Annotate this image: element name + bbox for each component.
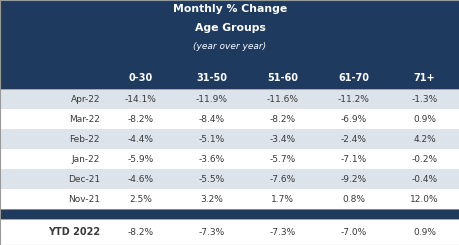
Text: -9.2%: -9.2%: [340, 174, 366, 184]
Text: Mar-22: Mar-22: [69, 114, 100, 123]
Text: YTD 2022: YTD 2022: [48, 227, 100, 237]
Text: 51-60: 51-60: [266, 73, 297, 83]
Text: -7.3%: -7.3%: [269, 228, 295, 236]
Text: -0.2%: -0.2%: [410, 155, 437, 163]
Text: -8.2%: -8.2%: [127, 228, 153, 236]
Text: -8.4%: -8.4%: [198, 114, 224, 123]
Text: -7.1%: -7.1%: [340, 155, 366, 163]
Text: 4.2%: 4.2%: [412, 135, 435, 144]
Text: 3.2%: 3.2%: [200, 195, 223, 204]
Text: Dec-21: Dec-21: [68, 174, 100, 184]
Text: 71+: 71+: [413, 73, 434, 83]
Text: -8.2%: -8.2%: [127, 114, 153, 123]
Text: -0.4%: -0.4%: [410, 174, 437, 184]
Text: Nov-21: Nov-21: [68, 195, 100, 204]
Text: 0.9%: 0.9%: [412, 228, 435, 236]
Text: Feb-22: Feb-22: [69, 135, 100, 144]
Text: 61-70: 61-70: [337, 73, 368, 83]
Text: -5.5%: -5.5%: [198, 174, 224, 184]
Text: -2.4%: -2.4%: [340, 135, 366, 144]
Text: -5.7%: -5.7%: [269, 155, 295, 163]
Text: -7.6%: -7.6%: [269, 174, 295, 184]
Text: -5.1%: -5.1%: [198, 135, 224, 144]
Bar: [0, 169, 459, 189]
Bar: [0, 129, 459, 149]
Text: Apr-22: Apr-22: [70, 95, 100, 103]
Text: -3.4%: -3.4%: [269, 135, 295, 144]
Bar: [0, 0, 459, 67]
Text: -4.6%: -4.6%: [127, 174, 153, 184]
Text: 2.5%: 2.5%: [129, 195, 151, 204]
Text: -3.6%: -3.6%: [198, 155, 224, 163]
Text: -6.9%: -6.9%: [340, 114, 366, 123]
Text: Jan-22: Jan-22: [72, 155, 100, 163]
Text: -1.3%: -1.3%: [410, 95, 437, 103]
Text: -11.2%: -11.2%: [337, 95, 369, 103]
Text: -14.1%: -14.1%: [124, 95, 156, 103]
Text: -11.9%: -11.9%: [195, 95, 227, 103]
Text: 12.0%: 12.0%: [409, 195, 438, 204]
Text: -7.0%: -7.0%: [340, 228, 366, 236]
Bar: [0, 89, 459, 109]
Bar: [0, 149, 459, 169]
Bar: [0, 189, 459, 209]
Text: 0.9%: 0.9%: [412, 114, 435, 123]
Text: Monthly % Change: Monthly % Change: [173, 4, 286, 14]
Bar: [0, 219, 459, 245]
Text: 1.7%: 1.7%: [270, 195, 293, 204]
Text: -11.6%: -11.6%: [266, 95, 298, 103]
Bar: [0, 109, 459, 129]
Text: -4.4%: -4.4%: [127, 135, 153, 144]
Text: 0-30: 0-30: [128, 73, 152, 83]
Text: 31-50: 31-50: [196, 73, 226, 83]
Bar: [0, 67, 459, 89]
Text: -7.3%: -7.3%: [198, 228, 224, 236]
Text: (year over year): (year over year): [193, 42, 266, 51]
Text: -8.2%: -8.2%: [269, 114, 295, 123]
Text: 0.8%: 0.8%: [341, 195, 364, 204]
Text: Age Groups: Age Groups: [194, 23, 265, 33]
Text: -5.9%: -5.9%: [127, 155, 153, 163]
Bar: [0, 209, 459, 219]
